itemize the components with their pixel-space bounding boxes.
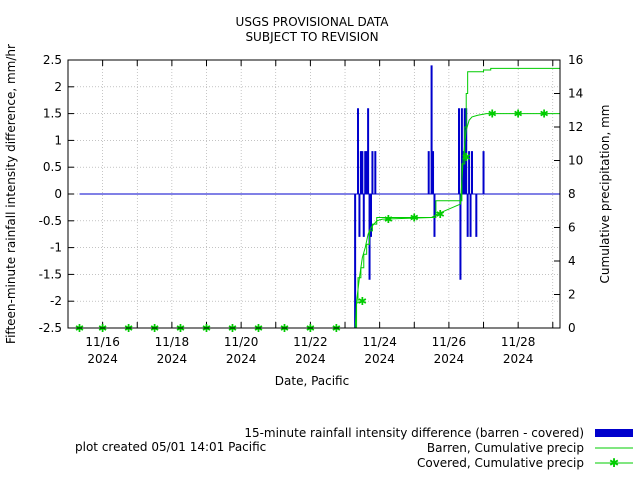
legend-label-barren: Barren, Cumulative precip (427, 441, 584, 455)
covered-marker: ✱ (462, 151, 471, 164)
x-axis: 11/16 2024 11/18 2024 11/20 2024 11/22 2024 11/2… (85, 60, 554, 366)
x-axis-label: Date, Pacific (275, 374, 349, 388)
y1-tick-label: 2 (54, 80, 62, 94)
covered-marker: ✱ (514, 108, 523, 121)
y2-tick-label: 10 (568, 154, 583, 168)
y2-axis-label: Cumulative precipitation, mm (598, 105, 612, 284)
y2-tick-label: 4 (568, 254, 576, 268)
y1-tick-label: 0.5 (43, 160, 62, 174)
y2-tick-label: 2 (568, 288, 576, 302)
intensity-difference-series (79, 65, 560, 328)
y1-tick-label: -1.5 (39, 267, 62, 281)
plot-frame (67, 59, 561, 329)
covered-cumulative-series: ✱ ✱ ✱ ✱ ✱ ✱ ✱ ✱ ✱ ✱ ✱✱✱ ✱ ✱✱✱ ✱ ✱ (75, 108, 560, 335)
barren-cumulative-series (79, 67, 560, 329)
chart-title-line-1: USGS PROVISIONAL DATA (236, 15, 390, 29)
y1-axis-label: Fifteen-minute rainfall intensity differ… (4, 44, 18, 344)
legend-label-covered: Covered, Cumulative precip (417, 456, 584, 470)
barren-cumulative-line (79, 67, 560, 329)
plot-created-note: plot created 05/01 14:01 Pacific (75, 440, 267, 454)
x-tick-year: 2024 (434, 352, 465, 366)
y2-tick-label: 14 (568, 87, 583, 101)
chart-title-line-2: SUBJECT TO REVISION (245, 30, 378, 44)
y2-tick-label: 8 (568, 187, 576, 201)
covered-marker: ✱ (384, 213, 393, 226)
x-tick-label: 11/22 (293, 335, 328, 349)
y1-tick-label: -1 (50, 241, 62, 255)
covered-marker: ✱ (488, 108, 497, 121)
y2-tick-label: 0 (568, 321, 576, 335)
y1-axis: -2.5 -2 -1.5 -1 -0.5 0 0.5 1 1.5 2 2.5 (39, 53, 74, 335)
y1-tick-label: 2.5 (43, 53, 62, 67)
x-tick-year: 2024 (503, 352, 534, 366)
legend: 15-minute rainfall intensity difference … (244, 426, 633, 470)
x-tick-year: 2024 (364, 352, 395, 366)
y1-tick-label: 1 (54, 133, 62, 147)
covered-marker: ✱ (540, 108, 549, 121)
x-tick-label: 11/16 (85, 335, 120, 349)
y1-tick-label: -2.5 (39, 321, 62, 335)
y2-tick-label: 16 (568, 53, 583, 67)
x-tick-year: 2024 (87, 352, 118, 366)
y2-tick-label: 6 (568, 221, 576, 235)
x-tick-year: 2024 (295, 352, 326, 366)
covered-cumulative-line (79, 113, 560, 329)
x-tick-label: 11/24 (362, 335, 397, 349)
x-tick-year: 2024 (226, 352, 257, 366)
covered-marker: ✱ (358, 295, 367, 308)
y1-tick-label: -0.5 (39, 214, 62, 228)
covered-marker: ✱ (436, 208, 445, 221)
x-tick-label: 11/18 (155, 335, 190, 349)
legend-marker-covered: ✱ (609, 456, 619, 470)
y1-tick-label: 1.5 (43, 107, 62, 121)
legend-label-intensity: 15-minute rainfall intensity difference … (244, 426, 584, 440)
covered-marker: ✱ (410, 211, 419, 224)
legend-swatch-intensity (595, 429, 633, 437)
x-tick-label: 11/20 (224, 335, 259, 349)
x-tick-label: 11/26 (432, 335, 467, 349)
x-tick-label: 11/28 (501, 335, 536, 349)
x-tick-year: 2024 (157, 352, 188, 366)
y1-tick-label: -2 (50, 294, 62, 308)
y1-tick-label: 0 (54, 187, 62, 201)
y2-tick-label: 12 (568, 120, 583, 134)
